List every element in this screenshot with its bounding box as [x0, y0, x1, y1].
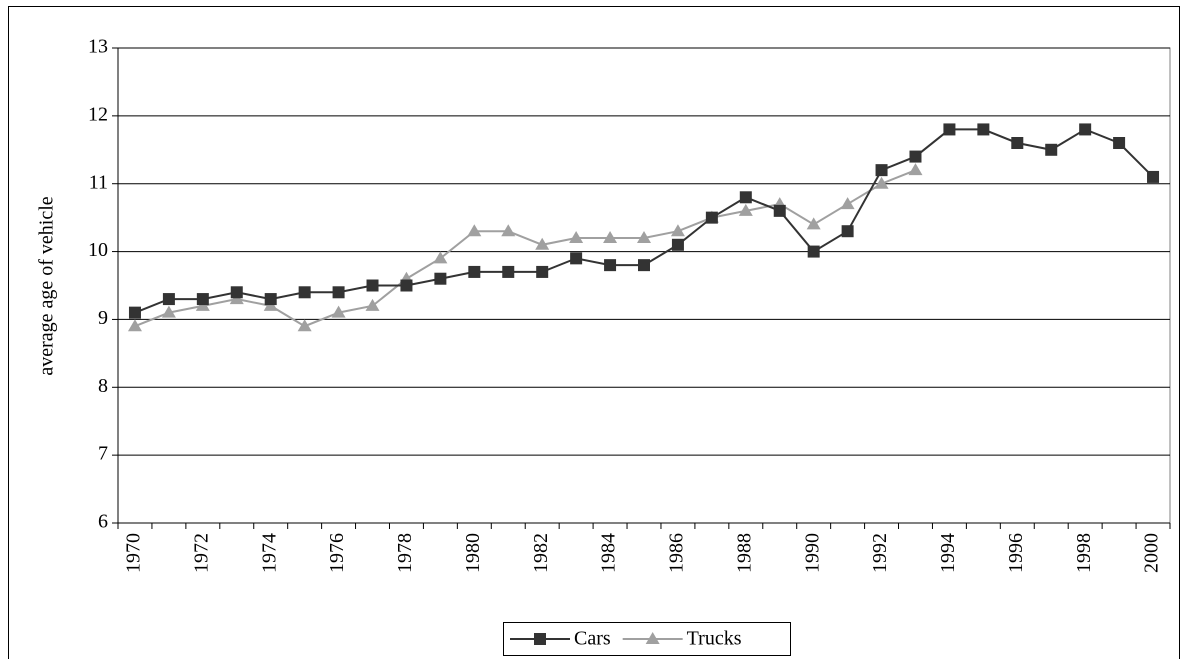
marker [400, 279, 413, 292]
x-tick-label: 1982 [530, 533, 552, 573]
y-tick-label: 13 [88, 36, 108, 58]
y-axis-label: average age of vehicle [36, 196, 58, 375]
marker [806, 217, 821, 230]
marker [570, 252, 583, 265]
y-tick-label: 9 [98, 307, 108, 329]
marker [908, 163, 923, 176]
x-tick-label: 1984 [598, 533, 620, 573]
marker [603, 231, 618, 243]
marker [128, 306, 141, 319]
x-tick-label: 1978 [394, 533, 416, 573]
legend-marker [534, 633, 546, 645]
marker [1079, 123, 1092, 136]
marker [874, 176, 889, 189]
marker [298, 286, 311, 299]
x-tick-label: 1974 [258, 533, 280, 573]
x-tick-label: 1996 [1005, 533, 1027, 573]
x-tick-label: 1976 [326, 533, 348, 573]
marker [332, 286, 345, 299]
marker [161, 305, 176, 318]
legend-label: Cars [574, 628, 611, 650]
marker [162, 293, 175, 306]
x-tick-label: 2000 [1141, 533, 1163, 573]
marker [196, 293, 209, 306]
marker [468, 265, 481, 278]
y-tick-label: 10 [88, 239, 108, 261]
marker [467, 224, 482, 237]
y-tick-label: 8 [98, 375, 108, 397]
marker [638, 259, 650, 272]
marker [739, 191, 752, 204]
marker [569, 231, 584, 243]
y-tick-label: 12 [88, 103, 108, 125]
marker [1147, 170, 1160, 183]
marker [366, 279, 379, 292]
plot-area [117, 47, 1171, 524]
marker [875, 164, 888, 177]
legend: Cars Trucks [503, 622, 791, 656]
marker [705, 211, 718, 224]
marker [773, 204, 786, 217]
marker [434, 272, 447, 285]
y-tick-label: 11 [89, 171, 108, 193]
marker [807, 245, 820, 258]
marker [1113, 137, 1126, 149]
marker [671, 238, 684, 251]
marker [535, 237, 550, 250]
marker [738, 203, 753, 216]
marker [637, 231, 651, 243]
marker [127, 319, 142, 332]
marker [909, 150, 922, 163]
marker [1045, 143, 1058, 156]
marker [502, 265, 515, 278]
x-tick-label: 1970 [123, 533, 145, 573]
marker [604, 259, 617, 272]
x-tick-label: 1994 [937, 533, 959, 573]
x-tick-label: 1972 [190, 533, 212, 573]
marker [264, 293, 277, 306]
marker [365, 298, 380, 311]
legend-label: Trucks [687, 628, 742, 650]
marker [977, 123, 990, 136]
marker [433, 251, 448, 264]
marker [670, 224, 685, 237]
marker [536, 265, 549, 278]
marker [331, 305, 346, 318]
x-tick-label: 1992 [869, 533, 891, 573]
x-tick-label: 1986 [666, 533, 688, 573]
marker [943, 123, 956, 136]
marker [297, 319, 312, 332]
x-tick-label: 1998 [1073, 533, 1095, 573]
y-tick-label: 6 [98, 511, 108, 533]
marker [1011, 137, 1024, 149]
x-tick-label: 1990 [801, 533, 823, 573]
marker [840, 197, 855, 210]
x-tick-label: 1980 [462, 533, 484, 573]
y-tick-label: 7 [98, 443, 108, 465]
legend-marker [645, 632, 660, 644]
marker [230, 286, 243, 299]
marker [501, 224, 516, 237]
marker [841, 225, 854, 238]
x-tick-label: 1988 [733, 533, 755, 573]
